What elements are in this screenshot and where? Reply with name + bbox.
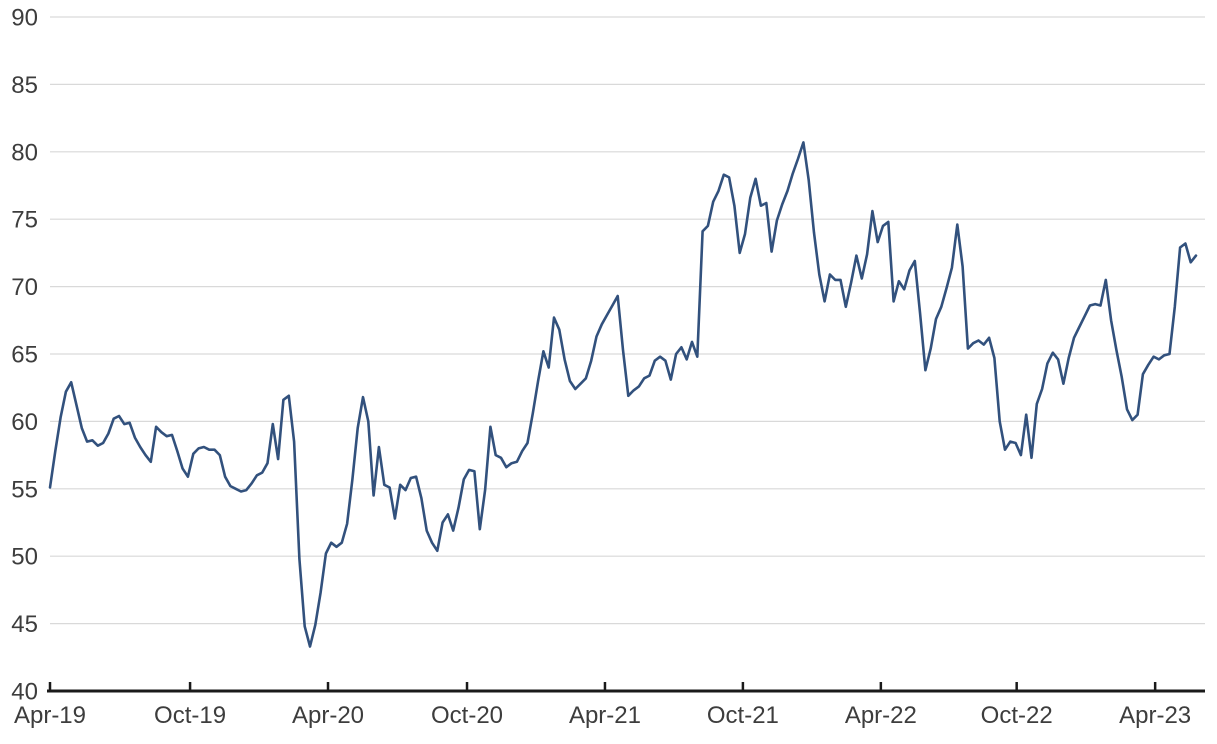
x-axis-tick-label: Oct-20 [431, 702, 503, 729]
y-axis-tick-label: 85 [11, 72, 38, 99]
x-axis-tick-label: Oct-19 [154, 702, 226, 729]
y-axis-tick-label: 80 [11, 139, 38, 166]
x-axis-tick-label: Oct-21 [707, 702, 779, 729]
x-axis-tick-label: Apr-21 [569, 702, 641, 729]
y-axis-tick-label: 70 [11, 274, 38, 301]
x-axis-tick-label: Oct-22 [981, 702, 1053, 729]
x-axis-tick-label: Apr-23 [1119, 702, 1191, 729]
x-axis-tick-label: Apr-22 [845, 702, 917, 729]
y-axis-tick-label: 65 [11, 342, 38, 369]
price-series-line [48, 141, 1198, 648]
y-axis-tick-label: 90 [11, 5, 38, 32]
y-axis-tick-label: 75 [11, 207, 38, 234]
y-axis-tick-label: 40 [11, 679, 38, 706]
y-axis-tick-label: 60 [11, 409, 38, 436]
x-axis-tick-label: Apr-19 [14, 702, 86, 729]
x-axis-tick-label: Apr-20 [292, 702, 364, 729]
y-axis-tick-label: 45 [11, 611, 38, 638]
y-axis-tick-label: 55 [11, 476, 38, 503]
y-axis-tick-label: 50 [11, 544, 38, 571]
